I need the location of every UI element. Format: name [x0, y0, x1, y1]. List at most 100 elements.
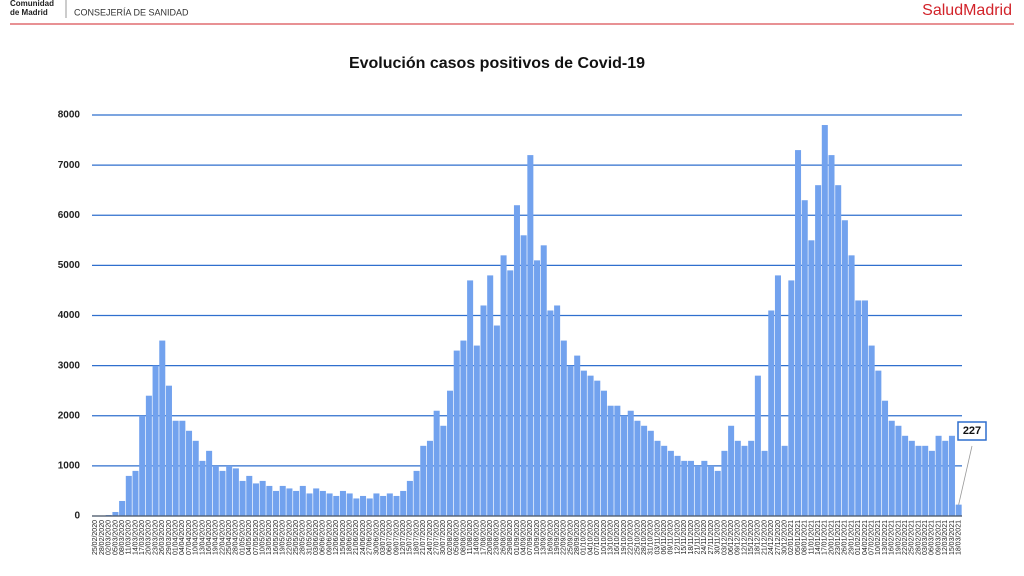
- x-tick-label: 20/08/2020: [487, 520, 494, 555]
- bar: [259, 480, 266, 516]
- x-tick-label: 10/09/2020: [534, 520, 541, 555]
- bar: [868, 345, 875, 516]
- bar: [835, 185, 842, 517]
- x-tick-label: 12/03/2021: [942, 520, 949, 555]
- x-tick-label: 28/02/2020: [99, 520, 106, 555]
- bar: [661, 445, 668, 516]
- x-tick-label: 08/01/2021: [802, 520, 809, 555]
- bar: [313, 488, 320, 516]
- x-tick-label: 27/12/2020: [775, 520, 782, 555]
- x-tick-label: 03/11/2020: [654, 520, 661, 555]
- bar: [192, 440, 199, 516]
- bar: [654, 440, 661, 516]
- bar: [319, 490, 326, 516]
- bar: [266, 485, 273, 516]
- x-tick-label: 18/11/2020: [688, 520, 695, 555]
- x-tick-label: 06/03/2021: [929, 520, 936, 555]
- y-tick-label: 7000: [58, 160, 81, 171]
- x-tick-label: 09/07/2020: [393, 520, 400, 555]
- bar: [239, 480, 246, 516]
- x-tick-label: 15/07/2020: [407, 520, 414, 555]
- bar: [808, 240, 815, 516]
- x-tick-label: 26/03/2020: [159, 520, 166, 555]
- x-tick-label: 19/05/2020: [280, 520, 287, 555]
- bar: [721, 450, 728, 516]
- x-tick-label: 31/05/2020: [306, 520, 313, 555]
- bar: [687, 460, 694, 516]
- x-tick-label: 04/10/2020: [587, 520, 594, 555]
- bar: [915, 445, 922, 516]
- bar: [467, 280, 474, 516]
- x-tick-label: 21/12/2020: [761, 520, 768, 555]
- bar: [955, 504, 962, 516]
- bar: [386, 493, 393, 516]
- x-tick-label: 05/03/2020: [112, 520, 119, 555]
- x-tick-label: 21/06/2020: [353, 520, 360, 555]
- bar: [527, 155, 534, 516]
- x-tick-label: 14/01/2021: [815, 520, 822, 555]
- x-tick-label: 29/08/2020: [507, 520, 514, 555]
- bar: [286, 488, 293, 516]
- bar: [781, 445, 788, 516]
- x-tick-label: 28/05/2020: [300, 520, 307, 555]
- x-tick-label: 20/01/2021: [828, 520, 835, 555]
- bar: [306, 493, 313, 516]
- bar: [252, 483, 259, 516]
- x-tick-label: 04/05/2020: [246, 520, 253, 555]
- bar: [339, 490, 346, 516]
- x-tick-label: 15/12/2020: [748, 520, 755, 555]
- bar: [520, 235, 527, 517]
- bar: [112, 511, 119, 516]
- x-tick-label: 25/02/2021: [909, 520, 916, 555]
- org-name: de Madrid: [10, 8, 48, 17]
- x-tick-label: 27/11/2020: [708, 520, 715, 555]
- bar: [500, 255, 507, 516]
- x-tick-label: 21/07/2020: [420, 520, 427, 555]
- x-tick-label: 30/07/2020: [440, 520, 447, 555]
- y-tick-label: 2000: [58, 410, 81, 421]
- x-tick-label: 07/02/2021: [868, 520, 875, 555]
- bar: [895, 425, 902, 516]
- bar: [179, 420, 186, 516]
- x-tick-label: 03/06/2020: [313, 520, 320, 555]
- brand: SaludMadrid: [922, 2, 1012, 19]
- bar: [513, 205, 520, 516]
- bar: [534, 260, 541, 516]
- bar: [139, 415, 146, 516]
- bar: [667, 450, 674, 516]
- bar: [882, 400, 889, 516]
- x-tick-label: 29/03/2020: [166, 520, 173, 555]
- bar: [948, 435, 955, 516]
- x-tick-label: 12/07/2020: [400, 520, 407, 555]
- bar: [788, 280, 795, 516]
- bar: [728, 425, 735, 516]
- bar: [199, 460, 206, 516]
- bar: [279, 485, 286, 516]
- bar: [145, 395, 152, 516]
- bar: [908, 440, 915, 516]
- bar: [413, 470, 420, 516]
- x-tick-label: 27/07/2020: [433, 520, 440, 555]
- bar: [453, 350, 460, 516]
- bar: [299, 485, 306, 516]
- bar: [754, 375, 761, 516]
- y-tick-label: 0: [74, 511, 80, 522]
- x-tick-label: 28/04/2020: [233, 520, 240, 555]
- bar: [768, 310, 775, 516]
- x-tick-label: 25/04/2020: [226, 520, 233, 555]
- callout-box: [957, 421, 987, 441]
- bar: [125, 475, 132, 516]
- x-tick-label: 09/11/2020: [668, 520, 675, 555]
- x-tick-label: 19/02/2021: [895, 520, 902, 555]
- x-tick-label: 12/12/2020: [741, 520, 748, 555]
- bar: [420, 445, 427, 516]
- bar: [574, 355, 581, 516]
- x-tick-label: 09/06/2020: [326, 520, 333, 555]
- bar: [460, 340, 467, 516]
- x-tick-label: 05/01/2021: [795, 520, 802, 555]
- x-tick-label: 10/02/2021: [875, 520, 882, 555]
- bar: [647, 430, 654, 516]
- bar: [888, 420, 895, 516]
- bar: [507, 270, 514, 516]
- x-tick-label: 10/04/2020: [193, 520, 200, 555]
